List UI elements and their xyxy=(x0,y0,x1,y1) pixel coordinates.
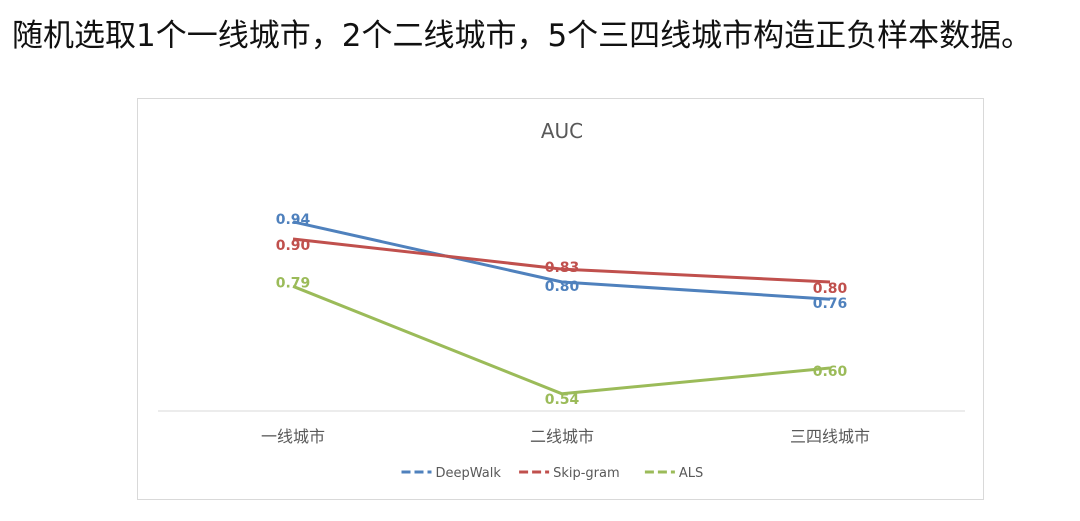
chart-area: AUC 一线城市 二线城市 三四线城市 0.94 0.80 0.76 0.90 0.83 0.… xyxy=(137,98,984,500)
legend-label-skip-gram: Skip-gram xyxy=(553,466,620,481)
series-line-deepwalk xyxy=(292,220,831,301)
x-tick-label: 一线城市 xyxy=(261,427,325,446)
auc-line-chart: AUC 一线城市 二线城市 三四线城市 0.940.800.760.900.830.… xyxy=(158,119,965,481)
x-tick-label: 二线城市 xyxy=(530,427,594,446)
data-label-deepwalk: 0.94 xyxy=(276,212,311,228)
series-line-skip-gram xyxy=(292,237,831,284)
data-label-als: 0.54 xyxy=(545,392,580,408)
x-axis-ticks: 一线城市 二线城市 三四线城市 xyxy=(261,427,870,446)
chart-title: AUC xyxy=(541,119,583,143)
series-line-als xyxy=(292,284,831,396)
data-label-deepwalk: 0.76 xyxy=(813,296,848,312)
legend: DeepWalk Skip-gram ALS xyxy=(401,466,703,481)
data-label-als: 0.60 xyxy=(813,364,848,380)
legend-label-deepwalk: DeepWalk xyxy=(436,466,502,481)
data-label-skip-gram: 0.83 xyxy=(545,260,580,276)
data-label-deepwalk: 0.80 xyxy=(545,279,580,295)
page-heading: 随机选取1个一线城市，2个二线城市，5个三四线城市构造正负样本数据。 xyxy=(12,18,1033,54)
legend-label-als: ALS xyxy=(679,466,703,481)
data-label-als: 0.79 xyxy=(276,275,311,291)
series-lines xyxy=(292,220,831,396)
data-label-skip-gram: 0.90 xyxy=(276,238,311,254)
data-labels: 0.940.800.760.900.830.800.790.540.60 xyxy=(276,212,848,408)
data-label-skip-gram: 0.80 xyxy=(813,281,848,297)
x-tick-label: 三四线城市 xyxy=(790,427,870,446)
